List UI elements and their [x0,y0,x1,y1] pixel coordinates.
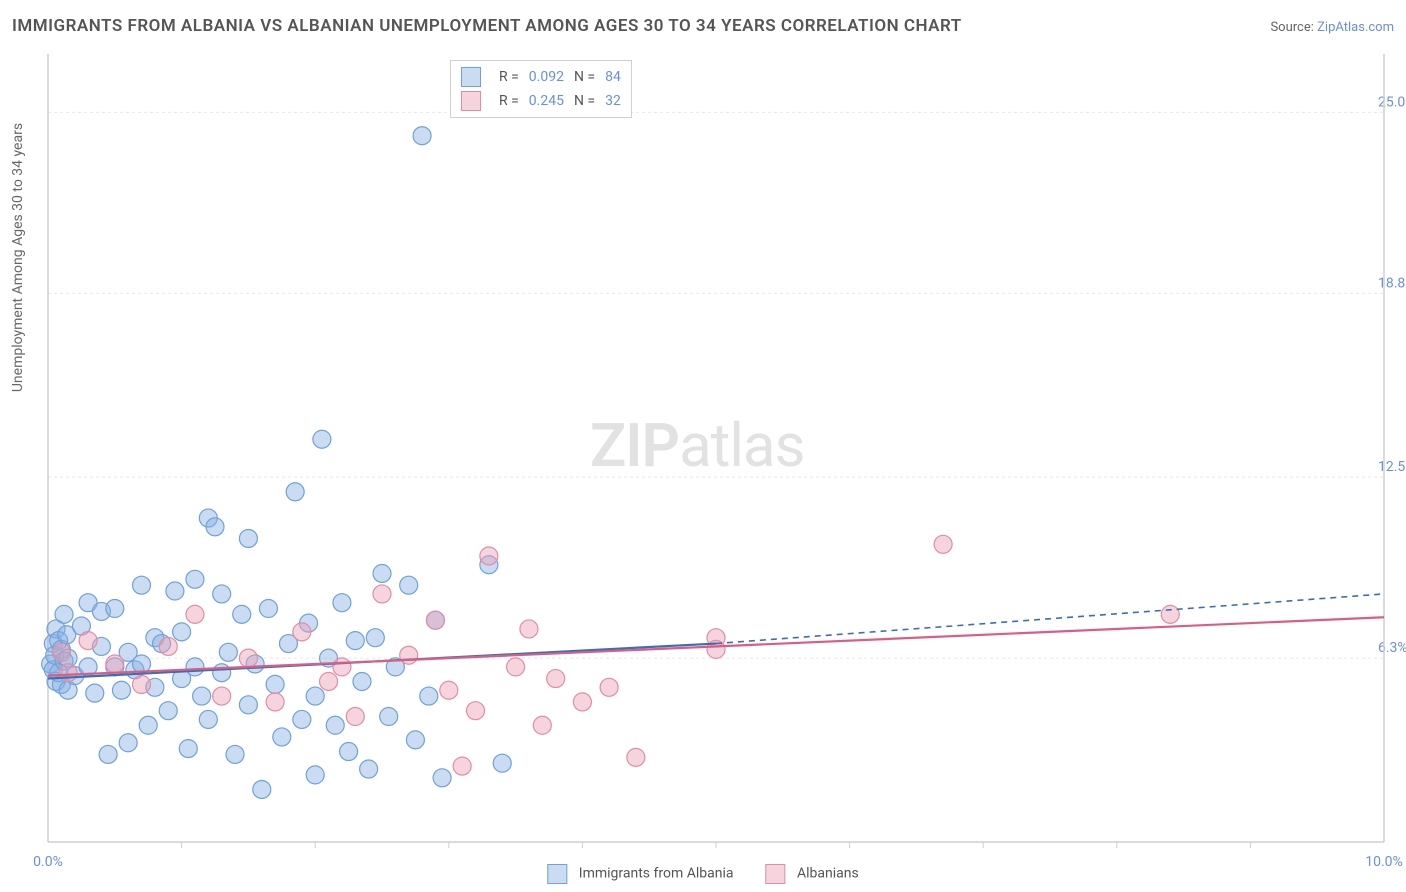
scatter-chart: 6.3% 12.5% 18.8% 25.0% 0.0% 10.0% [0,0,1406,892]
svg-text:0.0%: 0.0% [33,854,63,870]
legend-item-series2: Albanians [765,864,858,884]
n-label-1: N = [574,69,595,85]
r-label-2: R = [499,93,519,109]
svg-text:12.5%: 12.5% [1378,459,1406,475]
n-value-2: 32 [605,93,621,109]
svg-text:25.0%: 25.0% [1378,94,1406,110]
stats-row-series2: R = 0.245 N = 32 [461,89,621,113]
svg-text:6.3%: 6.3% [1378,640,1406,656]
n-value-1: 84 [605,69,621,85]
r-value-2: 0.245 [529,93,564,109]
swatch-series1-bottom [547,864,567,884]
swatch-series2-bottom [765,864,785,884]
legend-item-series1: Immigrants from Albania [547,864,733,884]
svg-text:18.8%: 18.8% [1378,275,1406,291]
swatch-series2 [461,91,481,111]
stats-row-series1: R = 0.092 N = 84 [461,65,621,89]
svg-text:10.0%: 10.0% [1365,854,1403,870]
legend-label-series2: Albanians [797,866,859,882]
stats-legend-box: R = 0.092 N = 84 R = 0.245 N = 32 [450,60,632,118]
bottom-legend: Immigrants from Albania Albanians [547,864,858,884]
r-value-1: 0.092 [529,69,564,85]
r-label-1: R = [499,69,519,85]
n-label-2: N = [574,93,595,109]
swatch-series1 [461,67,481,87]
legend-label-series1: Immigrants from Albania [579,866,734,882]
